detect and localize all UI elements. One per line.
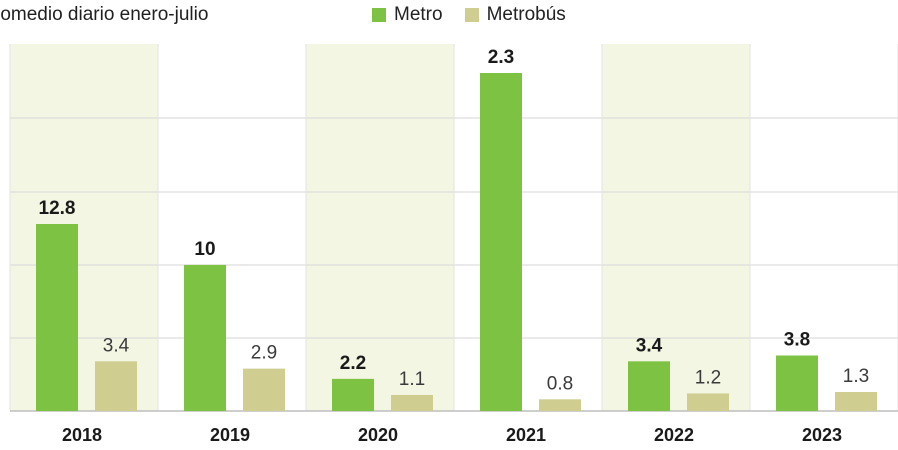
bar-metro-2023 <box>776 355 818 411</box>
legend-item-metro: Metro <box>372 4 443 26</box>
bar-metrobus-2018 <box>95 361 137 411</box>
value-label-metrobus-2020: 1.1 <box>399 369 425 390</box>
bar-metro-2021 <box>480 73 522 411</box>
legend-label-metrobus: Metrobús <box>486 4 566 25</box>
value-label-metrobus-2018: 3.4 <box>103 335 130 356</box>
bar-metro-2020 <box>332 378 374 411</box>
bar-metro-2019 <box>184 264 226 411</box>
x-tick-label-2020: 2020 <box>358 425 398 445</box>
background-band <box>10 44 158 411</box>
legend-item-metrobus: Metrobús <box>464 4 566 26</box>
value-label-metrobus-2019: 2.9 <box>251 343 277 364</box>
background-band <box>306 44 454 411</box>
value-label-metro-2018: 12.8 <box>39 198 76 219</box>
chart-subtitle: romedio diario enero-julio <box>0 4 209 25</box>
legend: Metro Metrobús <box>372 4 588 26</box>
value-label-metro-2023: 3.8 <box>784 329 810 350</box>
bar-metrobus-2020 <box>391 394 433 411</box>
legend-label-metro: Metro <box>394 4 443 25</box>
legend-swatch-metrobus <box>464 8 479 22</box>
bar-metro-2018 <box>36 224 78 411</box>
bar-metro-2022 <box>628 361 670 411</box>
legend-swatch-metro <box>372 8 386 22</box>
bar-metrobus-2019 <box>243 368 285 411</box>
value-label-metro-2019: 10 <box>194 239 215 260</box>
x-tick-label-2023: 2023 <box>802 425 842 445</box>
value-label-metrobus-2022: 1.2 <box>695 367 721 388</box>
value-label-metrobus-2021: 0.8 <box>547 373 573 394</box>
x-tick-label-2022: 2022 <box>654 425 694 445</box>
x-tick-label-2021: 2021 <box>506 425 546 445</box>
x-tick-label-2018: 2018 <box>62 425 102 445</box>
background-band <box>602 44 750 411</box>
bar-metrobus-2023 <box>835 392 877 411</box>
value-label-metro-2021: 2.3 <box>488 47 514 68</box>
value-label-metro-2020: 2.2 <box>340 353 366 374</box>
x-tick-label-2019: 2019 <box>210 425 250 445</box>
value-label-metrobus-2023: 1.3 <box>843 366 869 387</box>
value-label-metro-2022: 3.4 <box>636 335 663 356</box>
bar-metrobus-2021 <box>539 399 581 411</box>
bar-metrobus-2022 <box>687 393 729 411</box>
